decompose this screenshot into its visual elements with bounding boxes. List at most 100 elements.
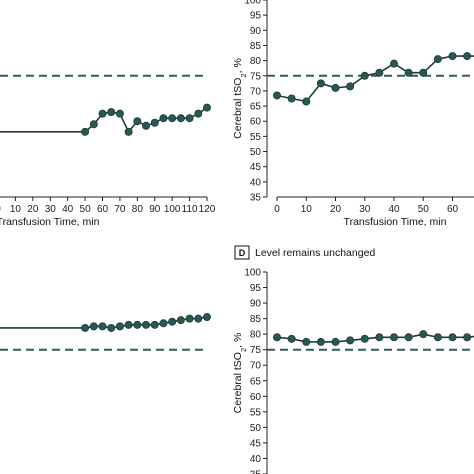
data-point	[360, 71, 369, 80]
y-tick-label: 45	[250, 162, 262, 173]
x-tick-label: 20	[27, 204, 39, 215]
data-point	[89, 120, 98, 129]
data-point	[463, 52, 472, 61]
data-point	[133, 320, 142, 329]
y-tick-label: 70	[250, 86, 262, 97]
x-tick-label: 50	[418, 204, 430, 215]
data-point	[202, 103, 211, 112]
x-tick-label: 60	[97, 204, 109, 215]
y-tick-label: 85	[250, 41, 262, 52]
series-line	[0, 106, 208, 134]
x-axis-label: Transfusion Time, min	[0, 216, 100, 228]
data-point	[375, 333, 384, 342]
data-point	[98, 109, 107, 118]
y-tick-label: 85	[250, 314, 262, 325]
y-tick-label: 45	[250, 438, 262, 449]
series-line	[0, 316, 208, 329]
data-point	[331, 83, 340, 92]
panel-3	[0, 313, 211, 351]
data-point	[159, 319, 168, 328]
data-point	[115, 109, 124, 118]
data-point	[287, 94, 296, 103]
data-point	[389, 59, 398, 68]
panel-d-title: Level remains unchanged	[255, 247, 375, 259]
x-tick-label: 10	[301, 204, 313, 215]
y-tick-label: 55	[250, 132, 262, 143]
data-point	[176, 316, 185, 325]
x-tick-label: 10	[10, 204, 22, 215]
y-tick-label: 90	[250, 26, 262, 37]
data-point	[272, 333, 281, 342]
x-tick-label: 40	[62, 204, 74, 215]
y-tick-label: 60	[250, 392, 262, 403]
data-point	[142, 121, 151, 130]
series-line	[276, 55, 474, 103]
data-point	[194, 109, 203, 118]
data-point	[133, 117, 142, 126]
x-tick-label: 30	[359, 204, 371, 215]
x-axis-label: Transfusion Time, min	[344, 216, 447, 228]
data-point	[124, 320, 133, 329]
data-point	[202, 313, 211, 322]
x-tick-label: 0	[274, 204, 280, 215]
data-point	[331, 337, 340, 346]
x-tick-label: 100	[164, 204, 181, 215]
y-tick-label: 80	[250, 56, 262, 67]
data-point	[89, 322, 98, 331]
data-point	[98, 322, 107, 331]
data-point	[448, 52, 457, 61]
y-tick-label: 40	[250, 454, 262, 465]
data-point	[375, 68, 384, 77]
y-tick-label: 70	[250, 361, 262, 372]
data-point	[107, 108, 116, 117]
y-tick-label: 55	[250, 407, 262, 418]
x-tick-label: 60	[447, 204, 459, 215]
x-tick-label: 80	[132, 204, 144, 215]
x-tick-label: 30	[45, 204, 57, 215]
y-tick-label: 65	[250, 376, 262, 387]
data-point	[433, 333, 442, 342]
data-point	[316, 337, 325, 346]
data-point	[360, 334, 369, 343]
data-point	[115, 322, 124, 331]
data-point	[463, 333, 472, 342]
data-point	[124, 127, 133, 136]
data-point	[168, 317, 177, 326]
y-tick-label: 50	[250, 423, 262, 434]
y-tick-label: 100	[244, 0, 261, 7]
panel-d-letter: D	[239, 248, 246, 258]
y-tick-label: 90	[250, 299, 262, 310]
panel-d-header: D Level remains unchanged	[234, 245, 375, 260]
y-tick-label: 40	[250, 177, 262, 188]
y-axis-label: Cerebral tSO2, %	[232, 333, 248, 414]
x-tick-label: 70	[114, 204, 126, 215]
y-tick-label: 75	[250, 345, 262, 356]
data-point	[272, 91, 281, 100]
y-axis-label-subscript: 2	[239, 73, 248, 77]
y-tick-label: 80	[250, 330, 262, 341]
x-tick-label: 40	[388, 204, 400, 215]
data-point	[81, 127, 90, 136]
data-point	[419, 330, 428, 339]
y-tick-label: 100	[244, 268, 261, 279]
y-tick-label: 35	[250, 470, 262, 474]
data-point	[150, 118, 159, 127]
data-point	[346, 336, 355, 345]
x-tick-label: 90	[149, 204, 161, 215]
data-point	[150, 320, 159, 329]
data-point	[185, 314, 194, 323]
data-point	[176, 114, 185, 123]
data-point	[419, 68, 428, 77]
x-tick-label: 20	[330, 204, 342, 215]
data-point	[389, 333, 398, 342]
data-point	[346, 82, 355, 91]
panel-4: 35 40 45 50 55 60 65 70 75 80 85 90 95 100 Cerebral tS…	[232, 268, 474, 474]
data-point	[302, 97, 311, 106]
data-point	[404, 333, 413, 342]
data-point	[159, 114, 168, 123]
panel-d-badge	[234, 245, 250, 260]
data-point	[81, 323, 90, 332]
